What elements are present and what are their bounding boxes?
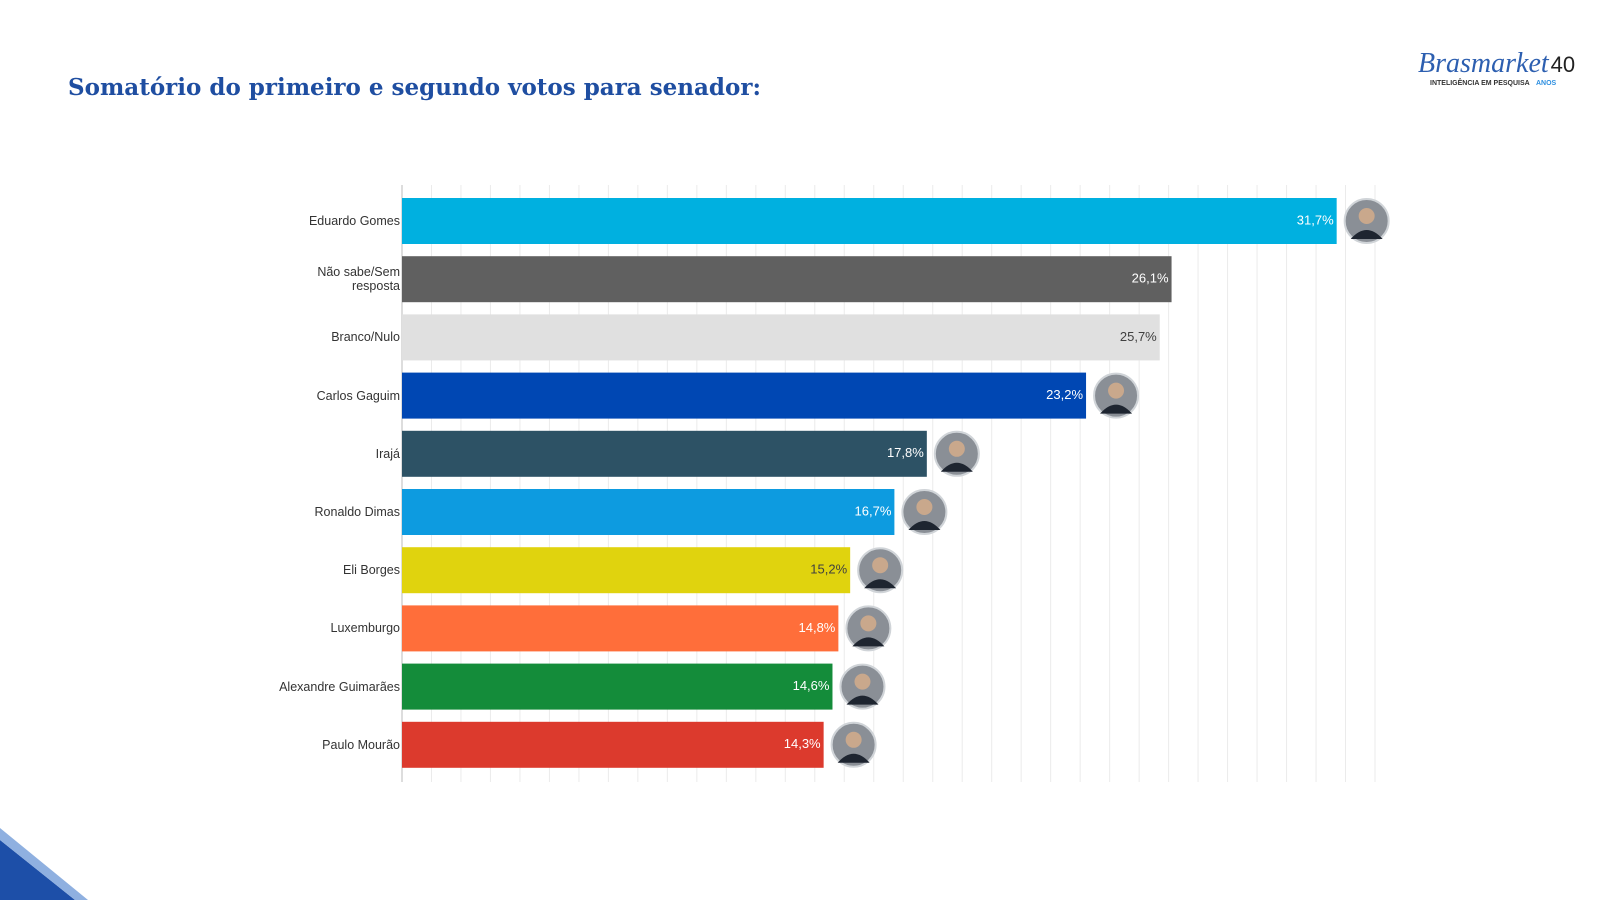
bar [402,721,824,768]
photo-head [854,673,871,690]
photo-head [916,499,933,515]
category-label: Branco/Nulo [331,330,400,345]
photo-head [1358,208,1375,224]
photo-body [837,753,870,763]
photo-head [860,615,877,632]
photo-head [845,731,862,748]
value-label: 25,7% [1120,329,1157,344]
bar [402,489,895,535]
photo-head [948,440,965,457]
logo-name: Brasmarket [1418,48,1549,79]
value-label: 23,2% [1046,387,1083,402]
category-label: Eduardo Gomes [308,214,400,228]
photo-body [1350,230,1383,239]
bar [402,256,1172,303]
category-label: Ronaldo Dimas [314,505,400,519]
photo-body [852,637,885,647]
category-label: Carlos Gaguim [316,388,400,403]
value-label: 26,1% [1132,271,1169,286]
category-label: Paulo Mourão [322,737,400,752]
value-label: 14,3% [784,736,821,751]
category-label: Alexandre Guimarães [279,679,400,694]
category-label: Eli Borges [343,563,400,578]
bar [402,605,839,652]
bar [402,198,1337,244]
logo: Brasmarket40 INTELIGÊNCIA EM PESQUISA AN… [1418,48,1576,87]
value-label: 14,8% [799,620,836,635]
category-label: Não sabe/Sem resposta [317,265,400,294]
bar [402,663,833,710]
value-label: 16,7% [855,503,892,518]
value-label: 14,6% [793,678,830,693]
chart-title: Somatório do primeiro e segundo votos pa… [68,74,761,101]
value-label: 15,2% [810,562,847,577]
photo-body [908,521,941,530]
corner-decoration [0,828,88,900]
photo-body [940,462,973,472]
photo-body [846,695,879,705]
bar [402,314,1160,361]
value-label: 31,7% [1297,212,1334,227]
value-label: 17,8% [887,445,924,460]
category-label: Irajá [375,446,400,461]
category-label: Luxemburgo [330,621,401,636]
logo-years: 40 [1550,52,1576,77]
bar [402,547,851,594]
photo-head [872,557,889,574]
logo-tagline: INTELIGÊNCIA EM PESQUISA [1430,80,1530,87]
logo-years-label: ANOS [1536,80,1557,87]
photo-body [864,579,897,589]
bar [402,430,927,477]
photo-body [1100,404,1133,414]
bar [402,372,1087,419]
photo-head [1108,382,1125,399]
